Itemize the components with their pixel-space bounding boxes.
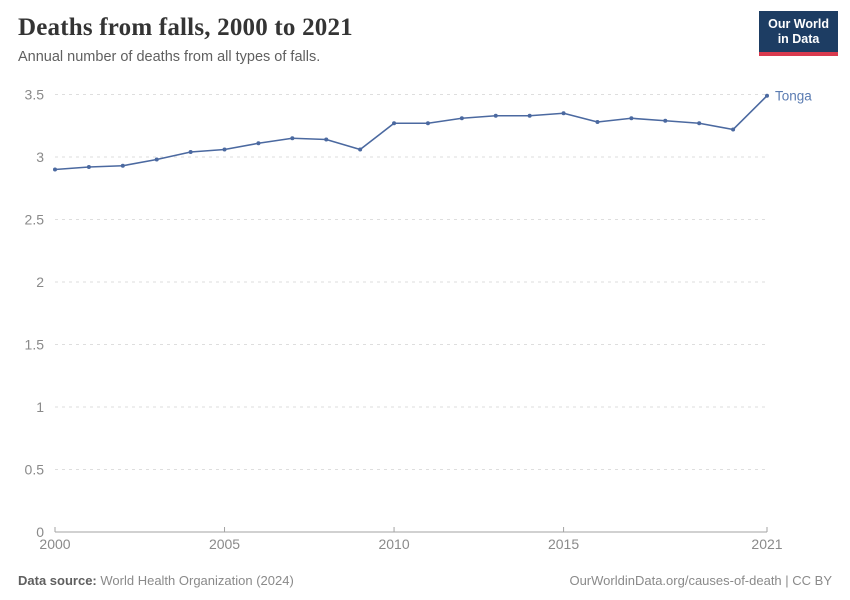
data-point[interactable]	[459, 116, 464, 121]
data-point[interactable]	[120, 163, 125, 168]
data-point[interactable]	[493, 113, 498, 118]
data-point[interactable]	[561, 111, 566, 116]
x-axis-tick-label: 2010	[378, 536, 409, 552]
owid-logo-line1: Our World	[768, 17, 829, 31]
y-axis-tick-label: 0.5	[25, 462, 45, 478]
x-axis-tick-label: 2021	[751, 536, 782, 552]
y-axis-tick-label: 2	[36, 274, 44, 290]
data-point[interactable]	[731, 127, 736, 132]
x-axis-tick-label: 2000	[39, 536, 70, 552]
owid-logo[interactable]: Our World in Data	[759, 11, 838, 56]
data-point[interactable]	[86, 165, 91, 169]
trend-line[interactable]	[54, 95, 768, 171]
data-point[interactable]	[765, 93, 769, 98]
y-axis-tick-label: 2.5	[25, 212, 45, 228]
data-point[interactable]	[256, 141, 261, 146]
data-point[interactable]	[425, 121, 430, 126]
data-point[interactable]	[697, 121, 702, 126]
data-point[interactable]	[595, 120, 600, 124]
y-axis-tick-label: 3.5	[25, 87, 45, 103]
x-axis-tick-label: 2005	[209, 536, 240, 552]
data-point[interactable]	[527, 113, 532, 118]
attribution-link[interactable]: OurWorldinData.org/causes-of-death | CC …	[569, 573, 832, 588]
y-axis-tick-label: 0	[36, 524, 44, 540]
data-point[interactable]	[53, 167, 57, 172]
data-point[interactable]	[663, 118, 668, 123]
data-source-value: World Health Organization (2024)	[100, 573, 294, 588]
entity-label[interactable]: Tonga	[775, 88, 812, 103]
owid-logo-line2: in Data	[777, 32, 820, 47]
data-point[interactable]	[154, 157, 159, 162]
chart-footer: Data source: World Health Organization (…	[18, 573, 832, 588]
y-axis-tick-label: 3	[36, 149, 44, 165]
chart-title: Deaths from falls, 2000 to 2021	[18, 14, 353, 41]
data-point[interactable]	[358, 147, 363, 152]
data-point[interactable]	[629, 116, 634, 121]
data-point[interactable]	[222, 147, 227, 152]
data-source: Data source: World Health Organization (…	[18, 573, 294, 588]
data-point[interactable]	[392, 121, 397, 126]
data-point[interactable]	[290, 136, 295, 141]
chart-header: Deaths from falls, 2000 to 2021 Annual n…	[18, 14, 740, 65]
y-axis-tick-label: 1.5	[25, 337, 45, 353]
chart-subtitle: Annual number of deaths from all types o…	[18, 49, 321, 65]
data-point[interactable]	[324, 137, 329, 142]
x-axis-tick-label: 2015	[548, 536, 579, 552]
data-point[interactable]	[188, 150, 193, 154]
data-source-label: Data source:	[18, 573, 97, 588]
y-axis-tick-label: 1	[36, 399, 44, 415]
